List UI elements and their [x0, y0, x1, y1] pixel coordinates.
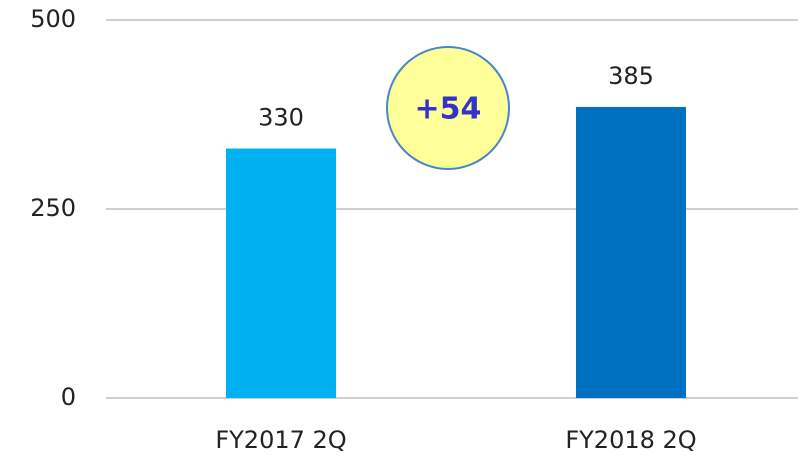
- y-tick-label: 250: [30, 194, 76, 222]
- bar: [226, 148, 336, 398]
- bar: [576, 106, 686, 398]
- annotation-text: +54: [415, 92, 482, 127]
- y-tick-label: 500: [30, 5, 76, 33]
- data-label: 385: [608, 62, 654, 90]
- x-tick-label: FY2018 2Q: [565, 426, 696, 454]
- annotation-circle: [386, 46, 510, 170]
- y-tick-label: 0: [61, 383, 76, 411]
- x-tick-label: FY2017 2Q: [215, 426, 346, 454]
- data-label: 330: [258, 104, 304, 132]
- annotation: +54: [386, 46, 510, 170]
